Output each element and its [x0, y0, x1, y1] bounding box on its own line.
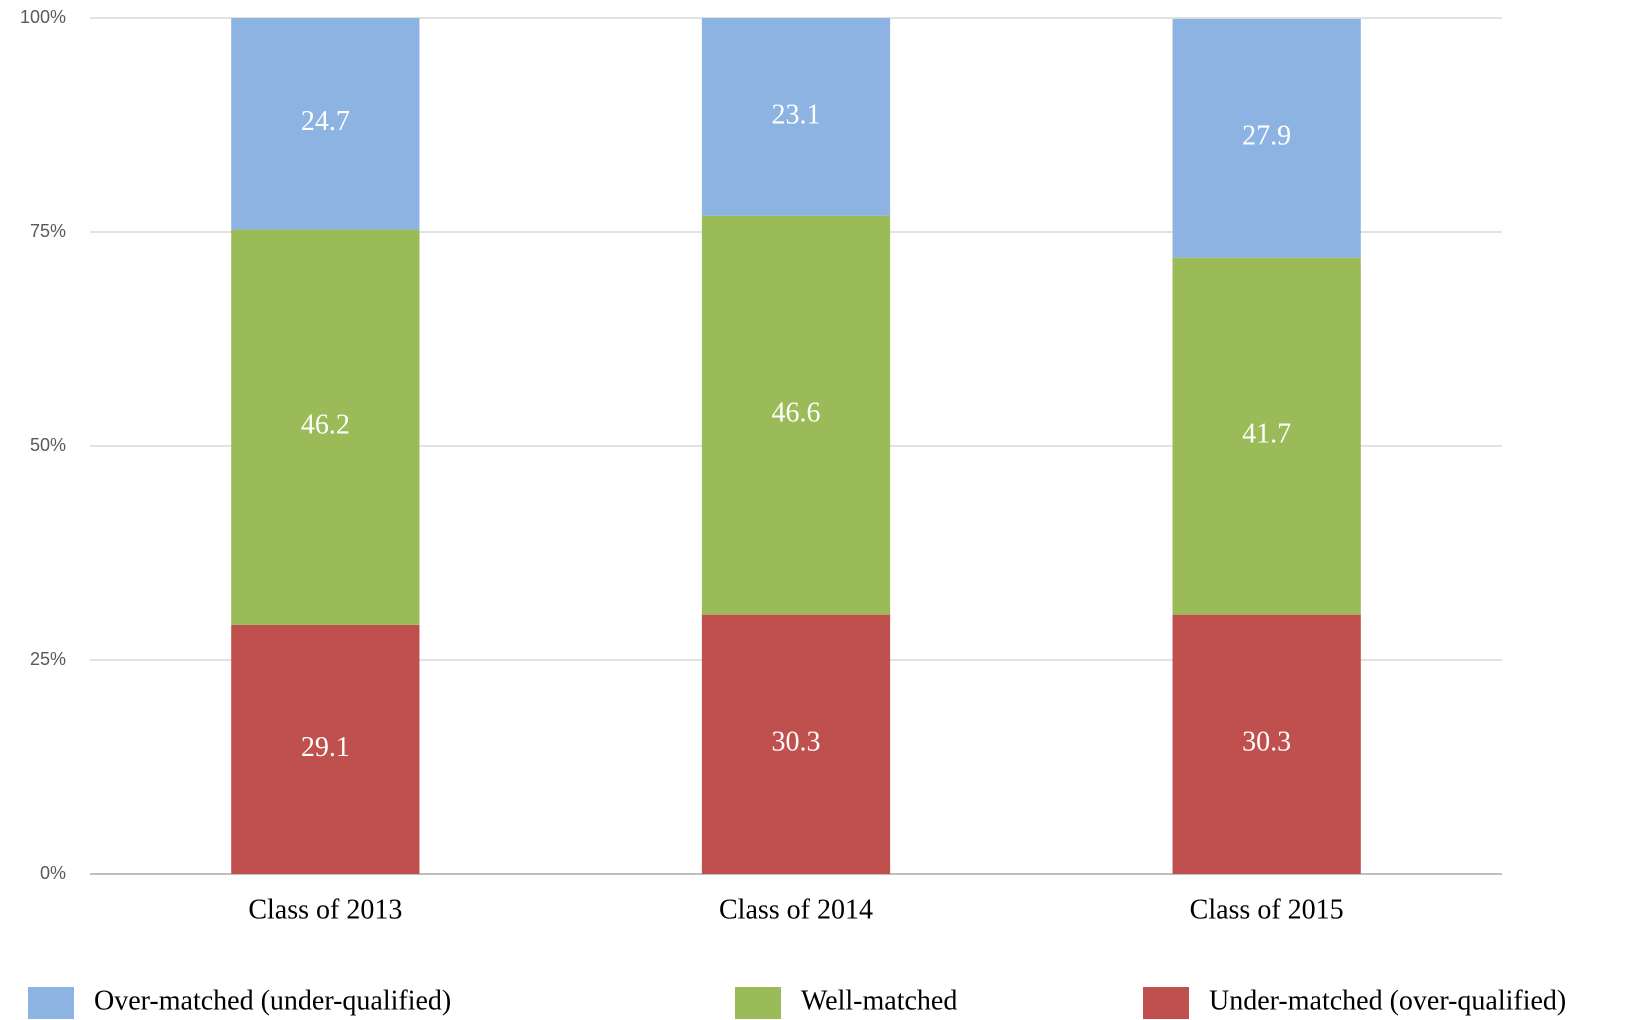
- bar-segment: [231, 229, 420, 625]
- data-label: 27.9: [1242, 121, 1291, 152]
- y-tick-label: 100%: [20, 7, 66, 27]
- bar-segment: [231, 624, 420, 874]
- data-label: 46.6: [772, 398, 821, 429]
- data-label: 30.3: [1242, 727, 1291, 758]
- bar-segment: [701, 215, 891, 615]
- data-label: 41.7: [1242, 419, 1291, 450]
- x-tick-label: Class of 2015: [1190, 894, 1344, 925]
- data-label: 30.3: [772, 727, 821, 758]
- bar-segment: [1172, 257, 1361, 615]
- legend-swatch: [28, 987, 74, 1019]
- data-label: 24.7: [301, 106, 350, 137]
- legend-swatch: [1143, 987, 1189, 1019]
- y-tick-label: 25%: [30, 649, 66, 669]
- bar-segment: [1172, 18, 1361, 258]
- data-label: 23.1: [772, 99, 821, 130]
- y-tick-label: 50%: [30, 435, 66, 455]
- bar-segment: [701, 18, 891, 216]
- legend-label: Well-matched: [801, 985, 957, 1016]
- data-label: 46.2: [301, 410, 350, 441]
- bar-segment: [701, 614, 891, 874]
- legend-label: Under-matched (over-qualified): [1209, 985, 1566, 1016]
- bar-segment: [231, 18, 420, 230]
- y-tick-label: 75%: [30, 221, 66, 241]
- data-label: 29.1: [301, 732, 350, 763]
- x-tick-label: Class of 2013: [248, 894, 402, 925]
- y-tick-label: 0%: [40, 863, 66, 883]
- bar-segment: [1172, 614, 1361, 874]
- x-tick-label: Class of 2014: [719, 894, 873, 925]
- legend-label: Over-matched (under-qualified): [94, 985, 451, 1016]
- legend-swatch: [735, 987, 781, 1019]
